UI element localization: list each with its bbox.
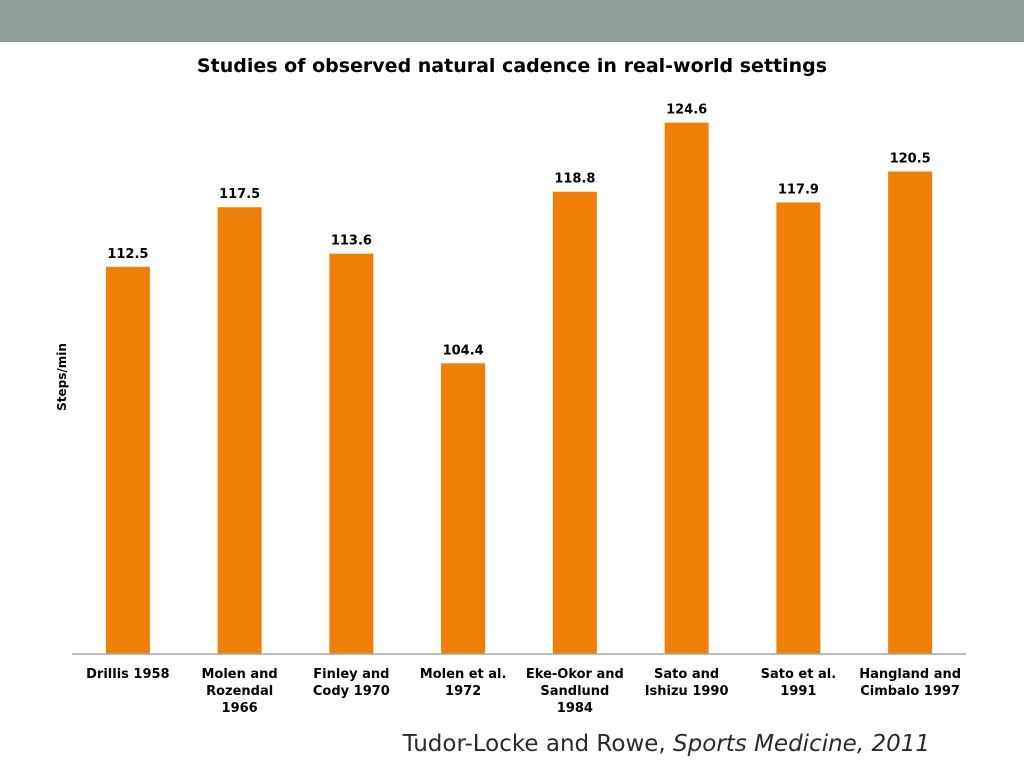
bar-3 xyxy=(329,253,374,655)
value-label-3: 113.6 xyxy=(331,234,372,249)
category-label-line: Ishizu 1990 xyxy=(645,684,729,699)
value-label-1: 112.5 xyxy=(107,247,148,262)
category-label-line: Cody 1970 xyxy=(313,684,390,699)
category-label-5: Eke-Okor and Sandlund 1984 xyxy=(526,667,624,716)
category-label-line: Finley and xyxy=(313,667,389,682)
category-label-6: Sato and Ishizu 1990 xyxy=(645,667,729,699)
category-label-8: Hangland and Cimbalo 1997 xyxy=(859,667,961,699)
category-label-line: Drillis 1958 xyxy=(86,667,169,682)
category-label-3: Finley and Cody 1970 xyxy=(313,667,390,699)
bar-1 xyxy=(105,266,150,654)
citation: Tudor-Locke and Rowe, Sports Medicine, 2… xyxy=(403,731,930,757)
bar-6 xyxy=(664,122,709,655)
citation-authors: Tudor-Locke and Rowe, xyxy=(402,731,674,757)
header-band xyxy=(0,0,1024,42)
bars-group xyxy=(105,122,933,655)
bar-2 xyxy=(217,207,262,654)
category-labels-group: Drillis 1958 Molen and Rozendal 1966 Finley … xyxy=(86,667,961,716)
category-label-line: Sandlund xyxy=(540,684,609,699)
value-label-2: 117.5 xyxy=(219,187,260,202)
category-label-line: 1991 xyxy=(780,684,816,699)
bar-4 xyxy=(441,363,486,654)
category-label-line: Sato and xyxy=(654,667,719,682)
value-label-4: 104.4 xyxy=(443,343,484,358)
bar-8 xyxy=(888,171,933,654)
category-label-line: Hangland and xyxy=(859,667,961,682)
category-label-2: Molen and Rozendal 1966 xyxy=(201,667,277,716)
bar-5 xyxy=(552,191,597,654)
category-label-4: Molen et al. 1972 xyxy=(420,667,507,699)
category-label-line: Rozendal xyxy=(206,684,273,699)
value-label-6: 124.6 xyxy=(666,103,707,118)
category-label-line: 1984 xyxy=(557,701,593,716)
bar-7 xyxy=(776,202,821,655)
value-label-7: 117.9 xyxy=(778,182,819,197)
category-label-7: Sato et al. 1991 xyxy=(761,667,837,699)
value-label-8: 120.5 xyxy=(890,151,931,166)
category-label-line: Cimbalo 1997 xyxy=(860,684,960,699)
value-labels-group: 112.5 117.5 113.6 104.4 118.8 124.6 117.9 120.5 xyxy=(107,103,930,359)
category-label-line: Molen et al. xyxy=(420,667,507,682)
category-label-line: 1972 xyxy=(445,684,481,699)
category-label-line: Eke-Okor and xyxy=(526,667,624,682)
category-label-line: Molen and xyxy=(201,667,277,682)
value-label-5: 118.8 xyxy=(554,172,595,187)
category-label-line: 1966 xyxy=(222,701,258,716)
citation-journal: Sports Medicine, 2011 xyxy=(673,731,930,757)
chart-title: Studies of observed natural cadence in r… xyxy=(196,55,828,77)
category-label-line: Sato et al. xyxy=(761,667,837,682)
category-label-1: Drillis 1958 xyxy=(86,667,169,682)
